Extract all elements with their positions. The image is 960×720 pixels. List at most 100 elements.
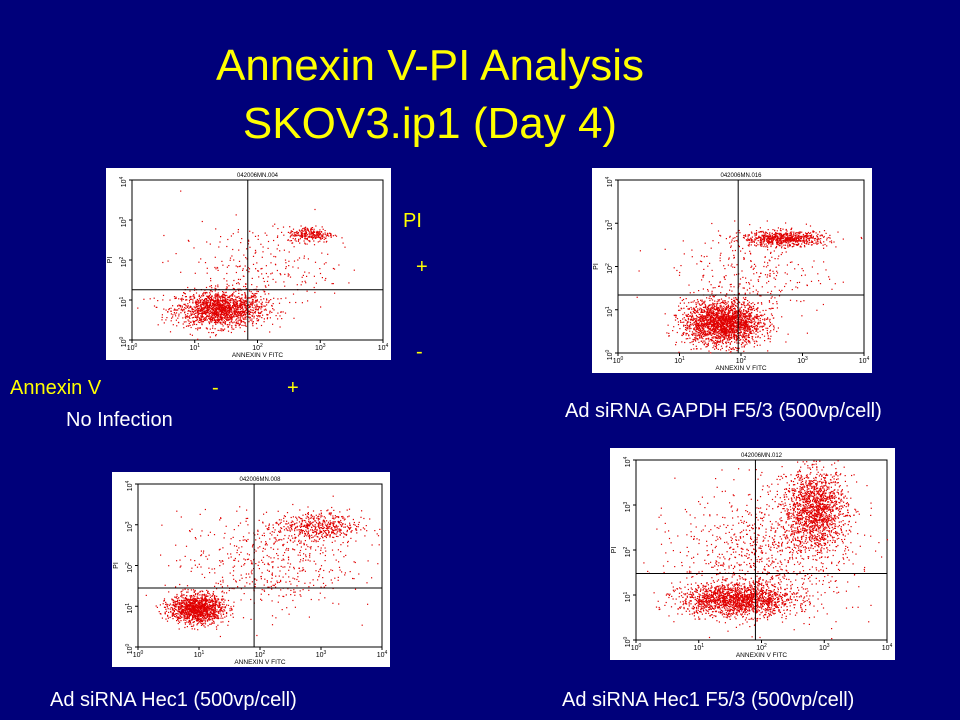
data-point xyxy=(237,320,239,322)
data-point xyxy=(684,324,686,327)
data-point xyxy=(730,348,732,350)
data-point xyxy=(777,237,779,239)
data-point xyxy=(188,320,190,322)
data-point xyxy=(221,300,223,302)
data-point xyxy=(700,348,702,350)
data-point xyxy=(724,332,726,334)
data-point xyxy=(179,306,181,308)
data-point xyxy=(801,231,803,233)
data-point xyxy=(257,238,259,240)
data-point xyxy=(222,293,224,295)
data-point xyxy=(741,317,744,319)
data-point xyxy=(219,304,221,306)
data-point xyxy=(317,241,319,243)
data-point xyxy=(229,324,231,326)
data-point xyxy=(219,322,221,324)
data-point xyxy=(236,313,238,315)
data-point xyxy=(225,311,227,313)
data-point xyxy=(201,324,203,326)
data-point xyxy=(313,236,315,238)
data-point xyxy=(227,309,229,312)
data-point xyxy=(756,242,758,244)
data-point xyxy=(766,332,768,334)
data-point xyxy=(200,296,202,298)
data-point xyxy=(192,302,194,304)
data-point xyxy=(730,334,732,336)
data-point xyxy=(746,325,748,327)
data-point xyxy=(743,328,745,330)
data-point xyxy=(688,308,690,310)
data-point xyxy=(222,318,224,320)
data-point xyxy=(715,315,718,317)
data-point xyxy=(750,322,752,324)
data-point xyxy=(244,309,246,311)
data-point xyxy=(742,325,744,327)
data-point xyxy=(205,303,207,305)
data-point xyxy=(213,313,215,315)
data-point xyxy=(707,309,709,311)
data-point xyxy=(734,308,736,310)
data-point xyxy=(203,294,205,297)
data-point xyxy=(706,309,708,311)
data-point xyxy=(710,311,712,313)
data-point xyxy=(687,328,689,330)
data-point xyxy=(762,314,764,316)
data-point xyxy=(238,300,240,302)
data-point xyxy=(233,314,235,316)
data-point xyxy=(723,333,725,335)
data-point xyxy=(237,314,239,317)
data-point xyxy=(702,331,705,333)
data-point xyxy=(238,283,240,285)
data-point xyxy=(698,331,701,333)
data-point xyxy=(729,318,731,320)
data-point xyxy=(712,295,714,297)
data-point xyxy=(694,329,696,331)
data-point xyxy=(747,238,749,240)
data-point xyxy=(745,312,747,314)
data-point xyxy=(724,321,726,323)
data-point xyxy=(224,301,226,303)
data-point xyxy=(251,306,253,308)
data-point xyxy=(804,237,806,239)
data-point xyxy=(780,238,782,240)
data-point xyxy=(223,296,225,298)
data-point xyxy=(296,232,298,234)
data-point xyxy=(733,329,735,331)
data-point xyxy=(718,319,720,321)
data-point xyxy=(178,313,180,315)
data-point xyxy=(759,227,761,229)
data-point xyxy=(211,319,213,321)
data-point xyxy=(729,325,731,327)
data-point xyxy=(251,303,253,305)
data-point xyxy=(711,299,714,301)
data-point xyxy=(799,236,801,238)
data-point xyxy=(792,238,794,240)
data-point xyxy=(692,343,694,346)
data-point xyxy=(201,315,203,317)
data-point xyxy=(703,333,705,335)
data-point xyxy=(716,320,718,322)
data-point xyxy=(717,307,719,309)
data-point xyxy=(284,273,286,275)
data-point xyxy=(189,333,191,335)
data-point xyxy=(696,322,698,324)
data-point xyxy=(252,263,255,265)
data-point xyxy=(722,339,724,341)
data-point xyxy=(685,327,687,329)
data-point xyxy=(688,335,690,337)
data-point xyxy=(323,263,325,265)
data-point xyxy=(221,315,223,317)
data-point xyxy=(712,307,714,310)
data-point xyxy=(779,243,781,245)
data-point xyxy=(213,310,215,312)
data-point xyxy=(765,246,767,248)
data-point xyxy=(761,242,763,244)
data-point xyxy=(228,305,230,307)
data-point xyxy=(197,301,199,303)
data-point xyxy=(816,239,818,241)
data-point xyxy=(348,282,350,284)
data-point xyxy=(214,301,216,303)
data-point xyxy=(764,324,766,326)
data-point xyxy=(236,306,238,308)
data-point xyxy=(304,238,306,240)
